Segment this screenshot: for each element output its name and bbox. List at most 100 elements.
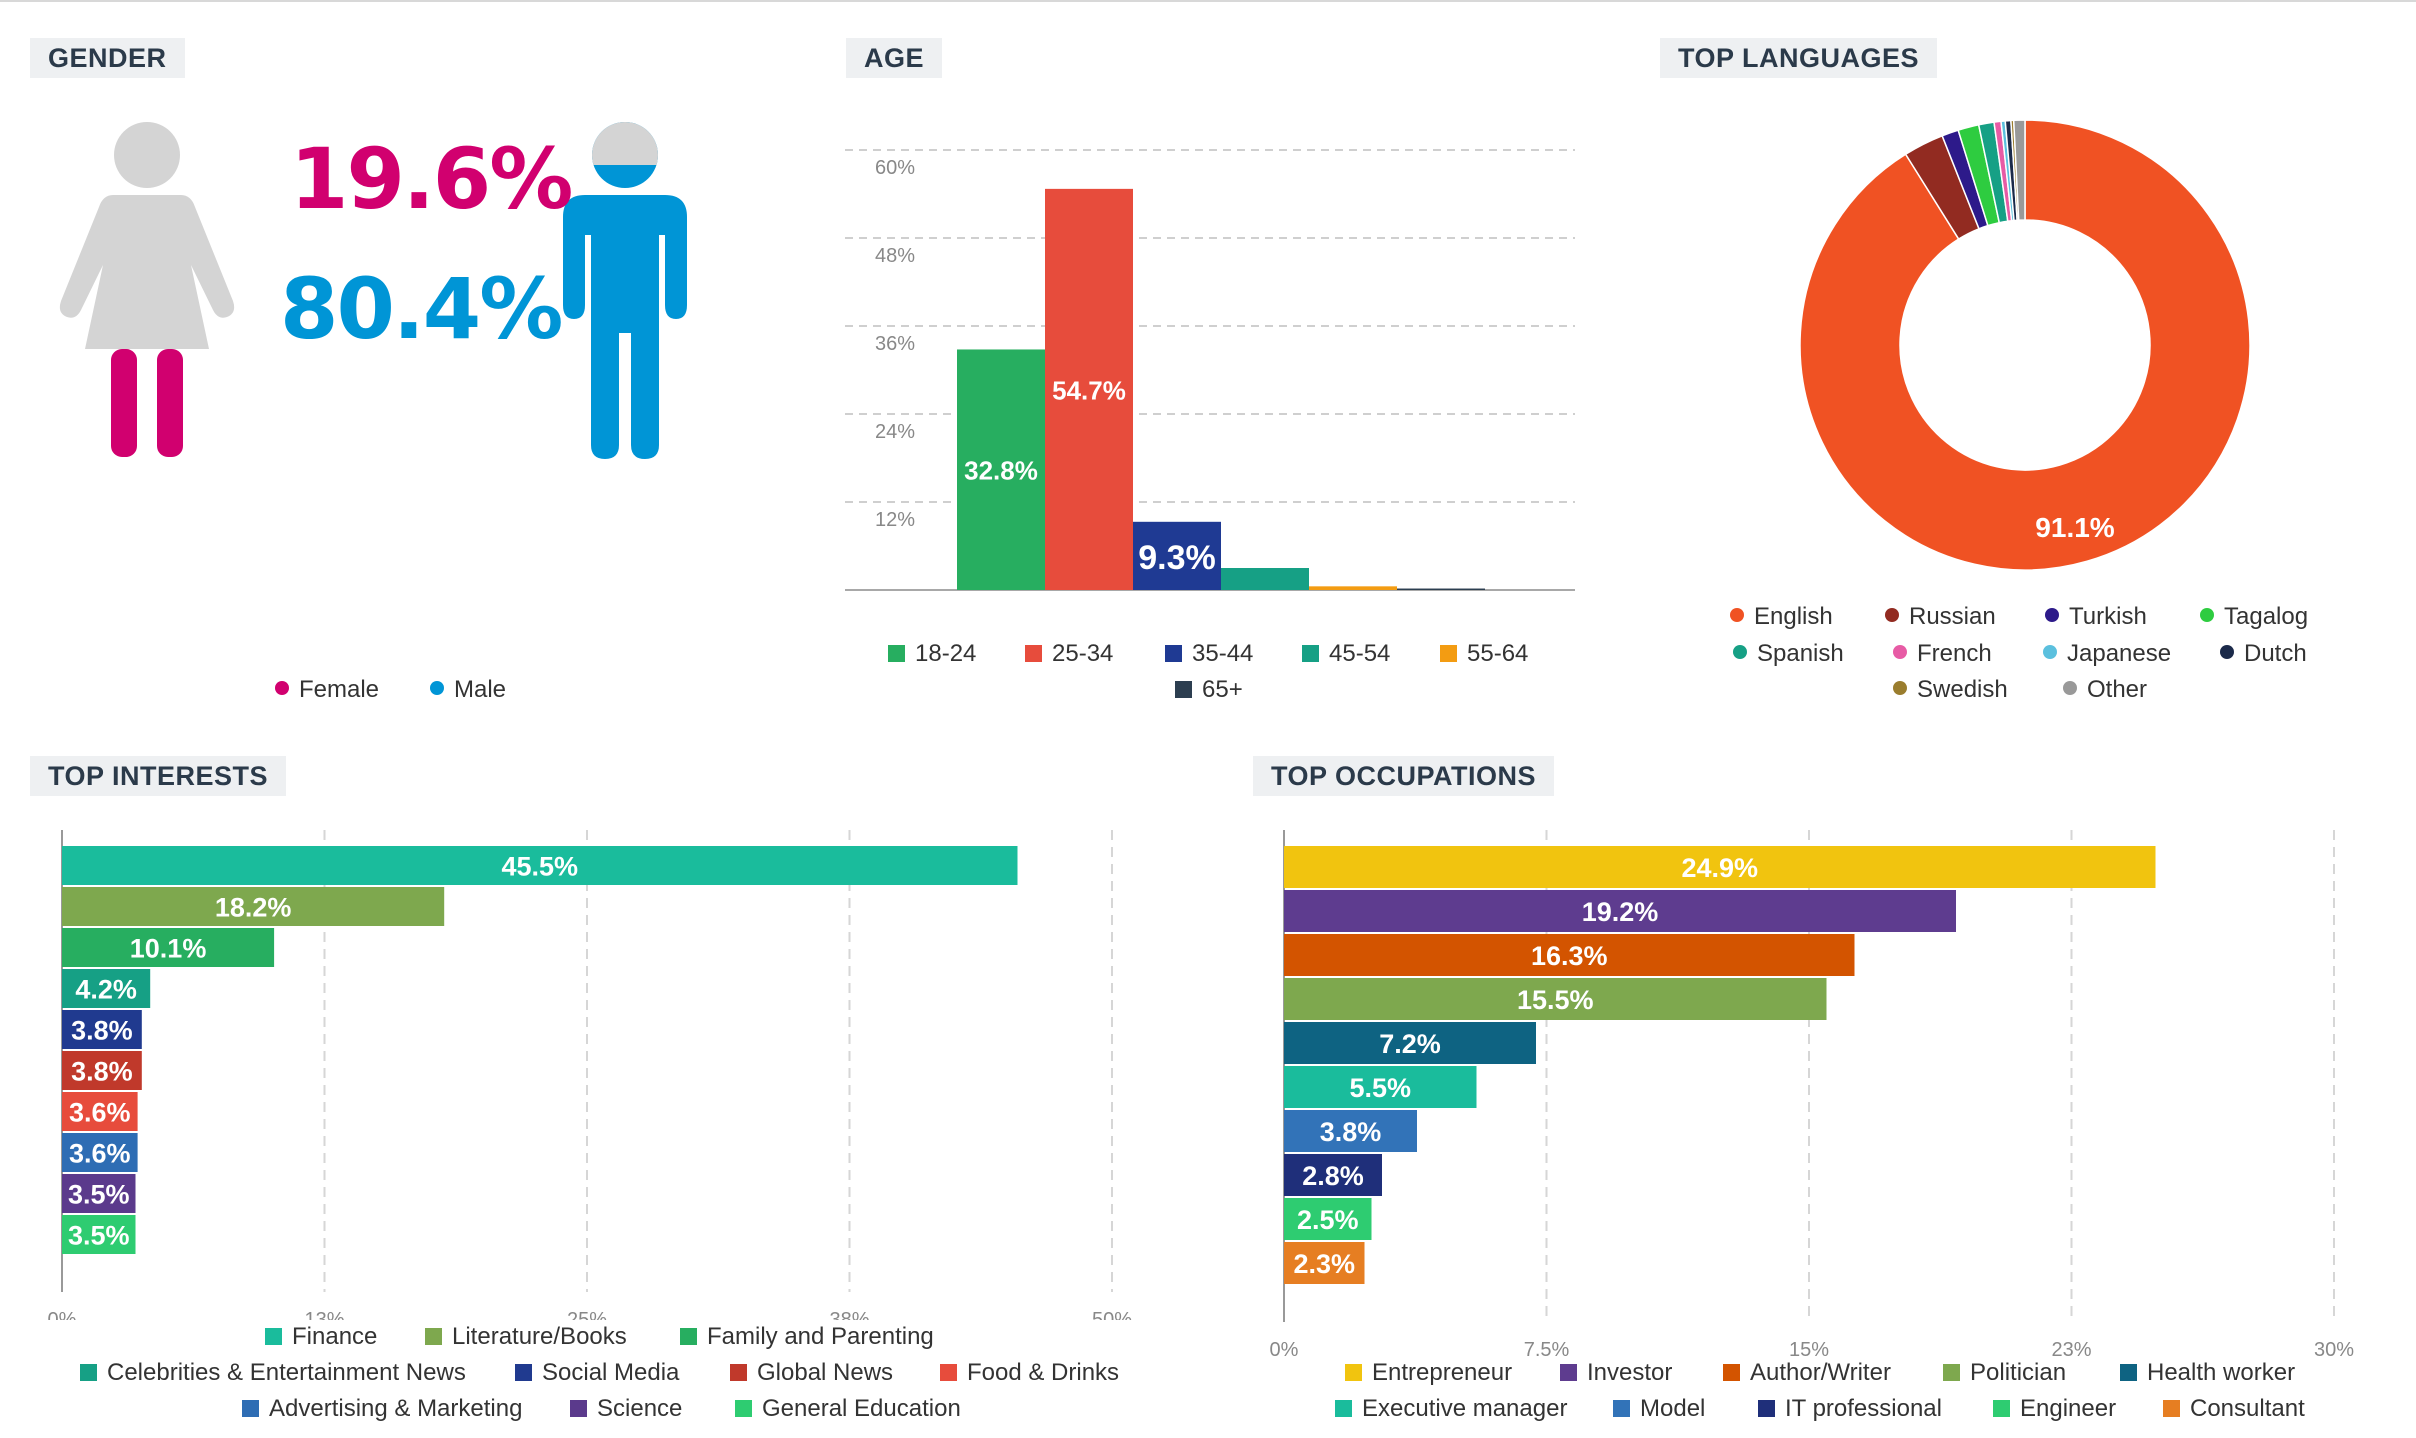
int-legend-item-social-media: Social Media — [515, 1359, 679, 1387]
legend-swatch — [1758, 1400, 1775, 1417]
languages-legend-item-turkish: Turkish — [2045, 603, 2147, 631]
legend-swatch — [735, 1400, 752, 1417]
occ-bar-label: 7.2% — [1379, 1029, 1441, 1059]
int-legend-item-finance: Finance — [265, 1323, 377, 1351]
donut-english-label: 91.1% — [2035, 512, 2114, 543]
languages-legend-item-french: French — [1893, 640, 1992, 668]
languages-legend-item-english: English — [1730, 603, 1833, 631]
occ-bar-health-worker — [1284, 1022, 1536, 1064]
legend-label: Science — [597, 1395, 683, 1422]
legend-swatch — [515, 1364, 532, 1381]
int-bar-label: 3.6% — [69, 1098, 131, 1128]
legend-swatch — [1302, 645, 1319, 662]
int-legend-item-literature-books: Literature/Books — [425, 1323, 627, 1351]
legend-label: Executive manager — [1362, 1395, 1568, 1422]
occ-bar-executive-manager — [1284, 1066, 1477, 1108]
age-ytick-label: 60% — [875, 157, 915, 179]
languages-legend-item-dutch: Dutch — [2220, 640, 2307, 668]
int-bar-general-education — [62, 1215, 136, 1254]
legend-swatch — [1560, 1364, 1577, 1381]
legend-label: Food & Drinks — [967, 1359, 1120, 1386]
occ-xtick-label: 7.5% — [1524, 1339, 1570, 1360]
legend-label: Family and Parenting — [707, 1323, 934, 1350]
legend-label: 25-34 — [1052, 640, 1114, 667]
legend-swatch — [2120, 1364, 2137, 1381]
int-xtick-label: 50% — [1092, 1309, 1132, 1320]
legend-swatch — [1723, 1364, 1740, 1381]
int-legend-item-family-and-parenting: Family and Parenting — [680, 1323, 934, 1351]
int-bar-label: 45.5% — [501, 852, 578, 882]
occ-legend-item-politician: Politician — [1943, 1359, 2066, 1387]
legend-label: Engineer — [2020, 1395, 2117, 1422]
legend-marker — [1893, 681, 1907, 695]
int-bar-label: 3.8% — [71, 1057, 133, 1087]
int-bar-science — [62, 1174, 136, 1213]
legend-swatch — [1440, 645, 1457, 662]
female-figure-icon — [59, 122, 235, 457]
legend-swatch — [2163, 1400, 2180, 1417]
languages-legend-item-japanese: Japanese — [2043, 640, 2171, 668]
int-bar-label: 3.6% — [69, 1139, 131, 1169]
legend-label: Entrepreneur — [1372, 1359, 1513, 1386]
int-legend-item-advertising-marketing: Advertising & Marketing — [242, 1395, 522, 1423]
int-bar-family-and-parenting — [62, 928, 275, 967]
languages-legend-item-swedish: Swedish — [1893, 676, 2008, 704]
legend-swatch — [242, 1400, 259, 1417]
legend-swatch — [1335, 1400, 1352, 1417]
legend-marker — [2220, 645, 2234, 659]
occ-bar-label: 15.5% — [1517, 985, 1594, 1015]
age-bar-label: 9.3% — [1138, 539, 1216, 577]
int-bar-advertising-marketing — [62, 1133, 138, 1172]
occ-legend-item-model: Model — [1613, 1395, 1705, 1423]
legend-marker — [1885, 608, 1899, 622]
age-bar-chart: 12% 24% 36% 48% 60% 32.8% 54.7% 9.3% — [845, 149, 1575, 591]
legend-swatch — [1943, 1364, 1960, 1381]
int-bar-label: 18.2% — [215, 893, 292, 923]
int-bar-global-news — [62, 1051, 142, 1090]
legend-label: Investor — [1587, 1359, 1673, 1386]
legend-marker — [2063, 681, 2077, 695]
age-legend-item-55-64: 55-64 — [1440, 640, 1528, 668]
male-percentage: 80.4% — [280, 260, 563, 358]
int-legend-item-food-drinks: Food & Drinks — [940, 1359, 1119, 1387]
legend-label: Literature/Books — [452, 1323, 627, 1350]
legend-label: 18-24 — [915, 640, 977, 667]
legend-label: Russian — [1909, 603, 1996, 630]
age-ytick-label: 12% — [875, 509, 915, 531]
legend-swatch — [425, 1328, 442, 1345]
legend-label: Author/Writer — [1750, 1359, 1891, 1386]
int-bar-label: 4.2% — [75, 975, 137, 1005]
occ-legend-item-consultant: Consultant — [2163, 1395, 2305, 1423]
legend-swatch — [1345, 1364, 1362, 1381]
age-bar-25-34 — [1045, 188, 1133, 590]
occ-bar-label: 2.5% — [1297, 1205, 1359, 1235]
interests-section-title: TOP INTERESTS — [30, 756, 287, 796]
legend-swatch — [1025, 645, 1042, 662]
legend-female-marker — [275, 681, 289, 695]
legend-marker — [1893, 645, 1907, 659]
languages-legend-item-russian: Russian — [1885, 603, 1996, 631]
occ-xtick-label: 0% — [1270, 1339, 1299, 1360]
occ-xtick-label: 15% — [1789, 1339, 1829, 1360]
legend-label: Dutch — [2244, 640, 2307, 667]
legend-swatch — [888, 645, 905, 662]
age-ytick-label: 48% — [875, 245, 915, 267]
legend-label: IT professional — [1785, 1395, 1942, 1422]
legend-swatch — [265, 1328, 282, 1345]
int-xtick-label: 0% — [48, 1309, 77, 1320]
age-bar-35-44 — [1133, 521, 1221, 590]
legend-swatch — [680, 1328, 697, 1345]
int-xtick-label: 13% — [304, 1309, 344, 1320]
occ-legend-item-it-professional: IT professional — [1758, 1395, 1942, 1423]
legend-male-marker — [430, 681, 444, 695]
age-legend-item-65: 65+ — [1175, 676, 1243, 704]
age-legend-item-35-44: 35-44 — [1165, 640, 1253, 668]
occ-bar-engineer — [1284, 1198, 1372, 1240]
occ-bar-entrepreneur — [1284, 846, 2156, 888]
male-figure-icon — [563, 122, 687, 459]
legend-label: Tagalog — [2224, 603, 2309, 630]
age-ytick-label: 36% — [875, 333, 915, 355]
legend-label: Spanish — [1757, 640, 1844, 667]
legend-label: Turkish — [2069, 603, 2147, 630]
occ-bar-label: 16.3% — [1531, 941, 1608, 971]
